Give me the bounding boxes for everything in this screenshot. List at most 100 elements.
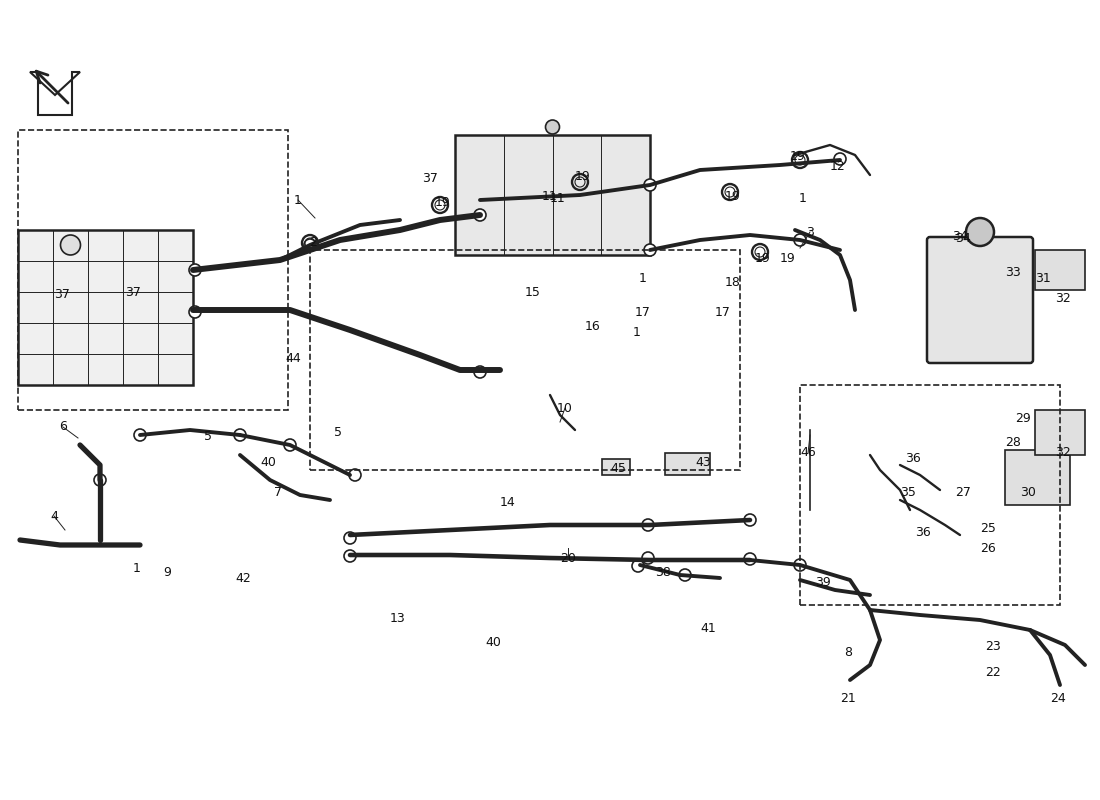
Circle shape xyxy=(474,209,486,221)
Text: 37: 37 xyxy=(54,289,70,302)
Text: 45: 45 xyxy=(610,462,626,474)
Text: 5: 5 xyxy=(334,426,342,438)
Circle shape xyxy=(966,218,994,246)
Circle shape xyxy=(60,235,80,255)
Text: 17: 17 xyxy=(635,306,651,318)
Circle shape xyxy=(474,366,486,378)
Text: 11: 11 xyxy=(550,191,565,205)
FancyBboxPatch shape xyxy=(927,237,1033,363)
Polygon shape xyxy=(30,72,80,115)
Circle shape xyxy=(679,569,691,581)
Circle shape xyxy=(344,550,356,562)
Bar xyxy=(800,385,1060,605)
Text: 36: 36 xyxy=(915,526,931,539)
Bar xyxy=(1035,250,1085,290)
Text: 46: 46 xyxy=(800,446,816,459)
Text: 22: 22 xyxy=(986,666,1001,678)
Text: 4: 4 xyxy=(51,510,58,522)
Text: 42: 42 xyxy=(235,571,251,585)
Bar xyxy=(1035,410,1085,455)
Text: 41: 41 xyxy=(700,622,716,634)
Circle shape xyxy=(234,429,246,441)
Text: 19: 19 xyxy=(790,150,806,163)
Text: 10: 10 xyxy=(557,402,573,414)
Text: 19: 19 xyxy=(755,251,771,265)
Text: 12: 12 xyxy=(830,161,846,174)
Bar xyxy=(1005,450,1070,505)
Text: 3: 3 xyxy=(806,226,814,238)
Bar xyxy=(666,453,710,475)
Bar xyxy=(455,135,650,255)
Text: 37: 37 xyxy=(125,286,141,299)
Circle shape xyxy=(794,234,806,246)
Text: 1: 1 xyxy=(639,271,647,285)
Circle shape xyxy=(632,560,644,572)
Text: 19: 19 xyxy=(725,190,741,203)
Text: 23: 23 xyxy=(986,641,1001,654)
Text: 18: 18 xyxy=(725,275,741,289)
Circle shape xyxy=(94,474,106,486)
Text: 36: 36 xyxy=(905,451,921,465)
Text: 28: 28 xyxy=(1005,437,1021,450)
Circle shape xyxy=(744,553,756,565)
Circle shape xyxy=(744,514,756,526)
Text: 20: 20 xyxy=(560,551,576,565)
Text: 8: 8 xyxy=(844,646,852,658)
Text: 26: 26 xyxy=(980,542,996,554)
Circle shape xyxy=(349,469,361,481)
Text: 32: 32 xyxy=(1055,291,1071,305)
Text: 9: 9 xyxy=(163,566,170,578)
Circle shape xyxy=(644,244,656,256)
Bar xyxy=(310,250,740,470)
Circle shape xyxy=(344,532,356,544)
Text: 33: 33 xyxy=(1005,266,1021,279)
Bar xyxy=(18,230,192,385)
Text: 29: 29 xyxy=(1015,411,1031,425)
Text: 19: 19 xyxy=(575,170,591,183)
Text: 1: 1 xyxy=(133,562,141,574)
Circle shape xyxy=(794,559,806,571)
Text: 17: 17 xyxy=(715,306,730,318)
Text: 38: 38 xyxy=(656,566,671,579)
Text: 25: 25 xyxy=(980,522,996,534)
Text: 34: 34 xyxy=(955,231,971,245)
Circle shape xyxy=(189,306,201,318)
Circle shape xyxy=(134,429,146,441)
Text: 19: 19 xyxy=(780,251,796,265)
Text: 34: 34 xyxy=(953,230,968,243)
Text: 13: 13 xyxy=(390,611,406,625)
Text: 1: 1 xyxy=(294,194,301,206)
Text: 31: 31 xyxy=(1035,271,1050,285)
Circle shape xyxy=(642,552,654,564)
Text: 35: 35 xyxy=(900,486,916,499)
Text: 30: 30 xyxy=(1020,486,1036,499)
Circle shape xyxy=(834,153,846,165)
Text: 7: 7 xyxy=(274,486,282,498)
Text: 39: 39 xyxy=(815,577,830,590)
Text: 1: 1 xyxy=(799,191,807,205)
Text: 15: 15 xyxy=(525,286,541,299)
Text: 40: 40 xyxy=(485,637,501,650)
Text: 37: 37 xyxy=(422,171,438,185)
Text: 21: 21 xyxy=(840,691,856,705)
Bar xyxy=(602,459,630,475)
Text: 24: 24 xyxy=(1050,691,1066,705)
Circle shape xyxy=(546,120,560,134)
Text: 27: 27 xyxy=(955,486,971,499)
Circle shape xyxy=(304,239,316,251)
Text: 6: 6 xyxy=(59,421,67,434)
Circle shape xyxy=(642,519,654,531)
Text: 2: 2 xyxy=(309,235,317,249)
Text: 44: 44 xyxy=(285,351,301,365)
Circle shape xyxy=(284,439,296,451)
Text: 14: 14 xyxy=(500,495,516,509)
Bar xyxy=(18,130,288,410)
Text: 19: 19 xyxy=(436,195,451,209)
Circle shape xyxy=(644,179,656,191)
Text: 1: 1 xyxy=(634,326,641,339)
Text: 43: 43 xyxy=(695,457,711,470)
Text: 5: 5 xyxy=(204,430,212,443)
Text: 11: 11 xyxy=(542,190,558,203)
Text: 32: 32 xyxy=(1055,446,1071,459)
Text: 40: 40 xyxy=(260,457,276,470)
